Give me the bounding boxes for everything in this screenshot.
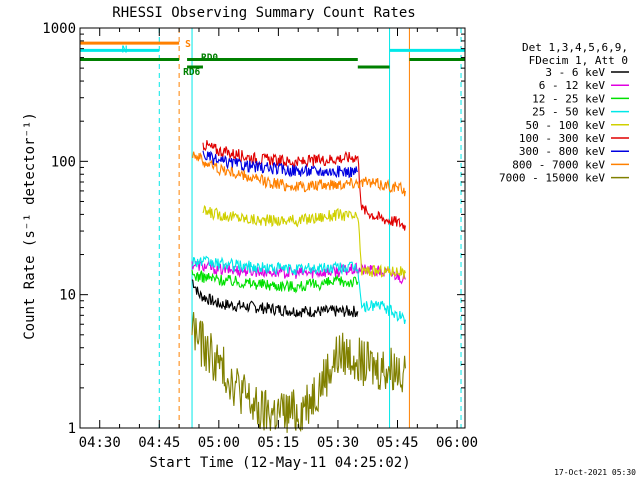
y-tick-label: 1	[68, 421, 76, 437]
legend-header-line: Det 1,3,4,5,6,9,	[522, 41, 628, 54]
legend-entry-6: 100 - 300 keV	[519, 132, 605, 145]
x-tick-label: 05:00	[198, 435, 240, 451]
x-tick-label: 06:00	[436, 435, 478, 451]
state-bar-label-s: S	[185, 39, 191, 50]
series-line-4	[191, 255, 406, 325]
x-tick-label: 04:45	[138, 435, 180, 451]
state-bar-label-rd6: RD6	[183, 67, 200, 78]
legend-entry-5: 50 - 100 keV	[526, 119, 606, 132]
plot-frame	[79, 27, 466, 429]
series-line-9	[191, 312, 406, 433]
series-line-7	[202, 150, 358, 179]
legend-entry-7: 300 - 800 keV	[519, 145, 605, 158]
legend-entry-2: 6 - 12 keV	[539, 79, 606, 92]
series-group	[191, 140, 406, 433]
x-axis-label: Start Time (12-May-11 04:25:02)	[149, 455, 410, 471]
x-tick-label: 05:45	[376, 435, 418, 451]
series-line-6	[202, 140, 406, 231]
legend-entry-3: 12 - 25 keV	[532, 92, 605, 105]
chart-title: RHESSI Observing Summary Count Rates	[112, 5, 415, 21]
y-axis-label: Count Rate (s⁻¹ detector⁻¹)	[22, 112, 38, 340]
legend-entry-8: 800 - 7000 keV	[512, 158, 605, 171]
y-tick-label: 1000	[42, 21, 76, 37]
x-tick-label: 05:30	[317, 435, 359, 451]
state-bar-label-n: N	[122, 45, 128, 56]
legend-header-line: FDecim 1, Att 0	[529, 54, 628, 67]
legend: Det 1,3,4,5,6,9,FDecim 1, Att 03 - 6 keV…	[499, 41, 629, 185]
x-tick-label: 05:15	[257, 435, 299, 451]
series-line-8	[191, 151, 406, 197]
timestamp: 17-Oct-2021 05:30	[554, 468, 636, 477]
vertical-markers	[79, 28, 462, 428]
y-tick-label: 100	[51, 154, 76, 170]
axes: 1 10 100 1000 04:30 04:45 05:00 05:15 05:30 05:45…	[42, 21, 478, 451]
y-tick-label: 10	[59, 288, 76, 304]
state-bar-label-rd0: RD0	[201, 53, 218, 64]
x-tick-label: 04:30	[79, 435, 121, 451]
legend-entry-1: 3 - 6 keV	[545, 66, 605, 79]
legend-entry-9: 7000 - 15000 keV	[499, 172, 605, 185]
series-line-3	[191, 269, 359, 294]
series-line-5	[202, 205, 406, 279]
series-line-1	[191, 279, 359, 318]
legend-entry-4: 25 - 50 keV	[532, 106, 605, 119]
